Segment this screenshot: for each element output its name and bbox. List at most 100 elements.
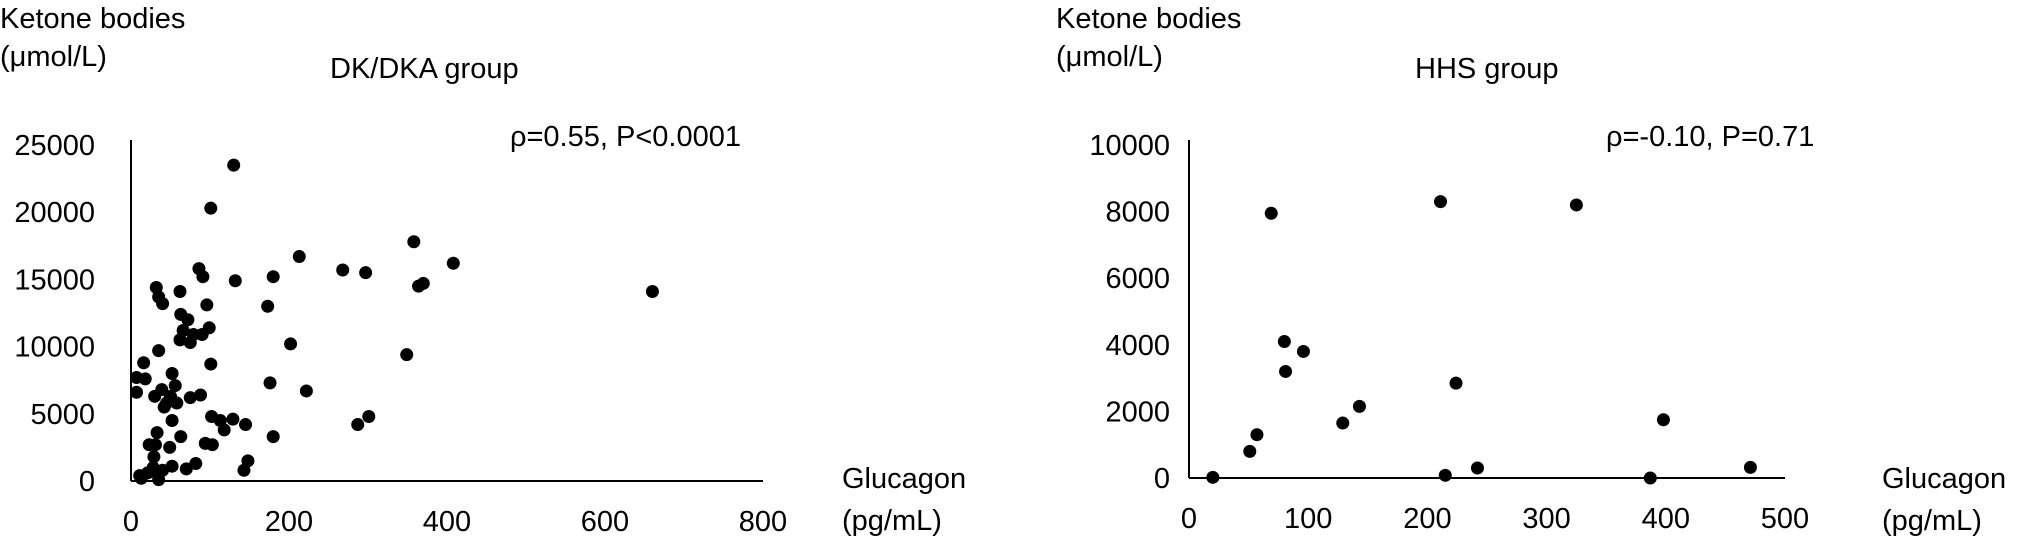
data-point [228, 274, 242, 288]
data-point [204, 201, 218, 215]
data-point [156, 297, 170, 311]
data-point [165, 414, 179, 428]
data-point [1264, 206, 1278, 220]
data-point [205, 438, 219, 452]
data-point [1206, 470, 1220, 484]
x-axis-title-line2: (pg/mL) [1882, 505, 1982, 537]
y-axis-title-line1: Ketone bodies [1056, 3, 1242, 35]
data-point [195, 328, 209, 342]
x-tick-label: 200 [1403, 503, 1451, 535]
x-tick-label: 0 [123, 506, 139, 538]
data-point [1438, 468, 1452, 482]
data-point [266, 270, 280, 284]
data-point [266, 430, 280, 444]
data-point [173, 333, 187, 347]
data-point [148, 438, 162, 452]
correlation-annotation: ρ=0.55, P<0.0001 [510, 121, 741, 153]
correlation-annotation: ρ=-0.10, P=0.71 [1606, 121, 1815, 153]
data-point [362, 409, 376, 423]
data-point [446, 256, 460, 270]
data-point [1643, 471, 1657, 485]
data-point [170, 396, 184, 410]
y-tick-label: 0 [1154, 463, 1170, 495]
y-tick-label: 20000 [14, 197, 95, 229]
data-point [147, 450, 161, 464]
data-point [1336, 416, 1350, 430]
data-point [351, 418, 365, 432]
data-point [196, 270, 210, 284]
x-tick-label: 300 [1522, 503, 1570, 535]
chart-title: DK/DKA group [330, 53, 519, 85]
data-point [152, 473, 166, 487]
data-point [237, 463, 251, 477]
data-point [263, 376, 277, 390]
x-tick-label: 400 [1642, 503, 1690, 535]
x-tick-label: 400 [423, 506, 471, 538]
y-tick-label: 10000 [1089, 130, 1170, 162]
scatter-panel-right: Ketone bodies (μmol/L) HHS group ρ=-0.10… [1014, 0, 2027, 544]
y-tick-label: 2000 [1105, 396, 1170, 428]
data-point [148, 389, 162, 403]
data-point [359, 266, 373, 280]
data-point [134, 471, 148, 485]
y-axis-title-line2: (μmol/L) [0, 41, 107, 73]
x-axis-title-line1: Glucagon [1882, 463, 2007, 495]
data-point [163, 440, 177, 454]
data-point [239, 418, 253, 432]
y-tick-label: 15000 [14, 264, 95, 296]
data-point [261, 299, 275, 313]
data-point [181, 313, 195, 327]
data-point [1449, 376, 1463, 390]
data-point [336, 263, 350, 277]
data-point [292, 250, 306, 264]
scatter-plot-right: 0 2000 4000 6000 8000 10000 0 100 200 300 400 500 [1089, 130, 1809, 535]
data-point [217, 423, 231, 437]
data-point [179, 462, 193, 476]
data-point [1296, 344, 1310, 358]
chart-title: HHS group [1415, 53, 1559, 85]
data-point [165, 459, 179, 473]
data-point [138, 372, 152, 386]
data-point [1279, 364, 1293, 378]
data-point [168, 379, 182, 393]
data-point [1743, 460, 1757, 474]
y-tick-label: 10000 [14, 332, 95, 364]
data-point [400, 348, 414, 362]
data-point [200, 298, 214, 312]
scatter-plot-left: 0 5000 10000 15000 20000 25000 0 200 400 600 800 [14, 130, 787, 538]
data-point [130, 385, 144, 399]
data-point [407, 235, 421, 249]
data-point [1277, 334, 1291, 348]
data-point [226, 412, 240, 426]
data-point [194, 388, 208, 402]
data-point [1352, 399, 1366, 413]
data-point [204, 357, 218, 371]
data-point [645, 284, 659, 298]
data-point [150, 426, 164, 440]
data-point [1470, 461, 1484, 475]
y-tick-label: 6000 [1105, 263, 1170, 295]
y-axis-title-line1: Ketone bodies [0, 3, 186, 35]
x-tick-label: 600 [581, 506, 629, 538]
data-point [183, 336, 197, 350]
x-tick-label: 100 [1284, 503, 1332, 535]
data-point [1569, 198, 1583, 212]
x-axis-title-line1: Glucagon [842, 463, 967, 495]
data-point [416, 276, 430, 290]
data-point [137, 356, 151, 370]
data-point [1250, 428, 1264, 442]
data-point [284, 337, 298, 351]
x-tick-label: 200 [265, 506, 313, 538]
scatter-panel-left: Ketone bodies (μmol/L) DK/DKA group ρ=0.… [0, 3, 967, 538]
data-point [174, 430, 188, 444]
data-point [183, 391, 197, 405]
data-point [152, 344, 166, 358]
x-tick-label: 800 [739, 506, 787, 538]
x-axis-title-line2: (pg/mL) [842, 505, 942, 537]
x-tick-label: 0 [1181, 503, 1197, 535]
y-tick-label: 5000 [30, 399, 95, 431]
x-tick-label: 500 [1761, 503, 1809, 535]
data-point [1434, 195, 1448, 209]
data-point [299, 384, 313, 398]
y-tick-label: 4000 [1105, 330, 1170, 362]
